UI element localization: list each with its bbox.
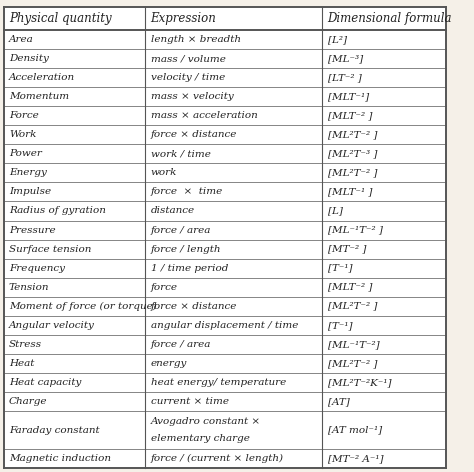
Text: Radius of gyration: Radius of gyration xyxy=(9,206,106,216)
Text: Frequency: Frequency xyxy=(9,264,65,273)
Text: [MLT⁻² ]: [MLT⁻² ] xyxy=(328,111,372,120)
Text: current × time: current × time xyxy=(151,397,228,406)
Text: length × breadth: length × breadth xyxy=(151,35,241,44)
Text: Work: Work xyxy=(9,130,36,139)
Text: [ML²T⁻² ]: [ML²T⁻² ] xyxy=(328,130,377,139)
Text: force  ×  time: force × time xyxy=(151,187,223,196)
Text: mass × velocity: mass × velocity xyxy=(151,92,233,101)
Text: Charge: Charge xyxy=(9,397,47,406)
Text: energy: energy xyxy=(151,359,187,368)
Text: Physical quantity: Physical quantity xyxy=(9,12,111,25)
Text: Force: Force xyxy=(9,111,39,120)
Text: Moment of force (or torque): Moment of force (or torque) xyxy=(9,302,157,311)
Text: Density: Density xyxy=(9,54,49,63)
Text: angular displacement / time: angular displacement / time xyxy=(151,321,298,330)
Text: Pressure: Pressure xyxy=(9,226,55,235)
Text: heat energy/ temperature: heat energy/ temperature xyxy=(151,378,286,387)
Text: [ML²T⁻² ]: [ML²T⁻² ] xyxy=(328,359,377,368)
Text: Tension: Tension xyxy=(9,283,49,292)
Text: Stress: Stress xyxy=(9,340,42,349)
Text: [LT⁻² ]: [LT⁻² ] xyxy=(328,73,361,82)
Text: Expression: Expression xyxy=(151,12,217,25)
Text: Faraday constant: Faraday constant xyxy=(9,426,100,435)
Text: Momentum: Momentum xyxy=(9,92,69,101)
Text: [MLT⁻¹]: [MLT⁻¹] xyxy=(328,92,369,101)
Text: Heat: Heat xyxy=(9,359,34,368)
Text: [ML⁻¹T⁻²]: [ML⁻¹T⁻²] xyxy=(328,340,379,349)
Text: force × distance: force × distance xyxy=(151,302,237,311)
Text: force × distance: force × distance xyxy=(151,130,237,139)
Text: force: force xyxy=(151,283,178,292)
Text: force / area: force / area xyxy=(151,226,211,235)
Text: Angular velocity: Angular velocity xyxy=(9,321,95,330)
Text: [MLT⁻² ]: [MLT⁻² ] xyxy=(328,283,372,292)
Text: Power: Power xyxy=(9,149,42,158)
Text: Dimensional formula: Dimensional formula xyxy=(328,12,452,25)
Text: work: work xyxy=(151,169,177,177)
Text: [ML⁻³]: [ML⁻³] xyxy=(328,54,363,63)
Text: [T⁻¹]: [T⁻¹] xyxy=(328,264,352,273)
Text: [ML²T⁻² ]: [ML²T⁻² ] xyxy=(328,302,377,311)
Text: [AT mol⁻¹]: [AT mol⁻¹] xyxy=(328,426,382,435)
Text: [L]: [L] xyxy=(328,206,343,216)
Text: [ML⁻¹T⁻² ]: [ML⁻¹T⁻² ] xyxy=(328,226,383,235)
Text: [AT]: [AT] xyxy=(328,397,349,406)
Text: [MT⁻² ]: [MT⁻² ] xyxy=(328,244,366,253)
Text: distance: distance xyxy=(151,206,195,216)
Text: [T⁻¹]: [T⁻¹] xyxy=(328,321,352,330)
Text: mass × acceleration: mass × acceleration xyxy=(151,111,257,120)
Text: [ML²T⁻² ]: [ML²T⁻² ] xyxy=(328,169,377,177)
Text: Acceleration: Acceleration xyxy=(9,73,75,82)
Text: Avogadro constant ×: Avogadro constant × xyxy=(151,417,261,426)
Text: force / (current × length): force / (current × length) xyxy=(151,454,283,463)
Text: Energy: Energy xyxy=(9,169,47,177)
Text: 1 / time period: 1 / time period xyxy=(151,264,228,273)
Text: [MLT⁻¹ ]: [MLT⁻¹ ] xyxy=(328,187,372,196)
Text: Impulse: Impulse xyxy=(9,187,51,196)
Text: work / time: work / time xyxy=(151,149,210,158)
Text: Surface tension: Surface tension xyxy=(9,244,91,253)
Text: Magnetic induction: Magnetic induction xyxy=(9,454,111,463)
Text: force / area: force / area xyxy=(151,340,211,349)
Text: [ML²T⁻²K⁻¹]: [ML²T⁻²K⁻¹] xyxy=(328,378,391,387)
Text: force / length: force / length xyxy=(151,244,221,253)
Text: [ML²T⁻³ ]: [ML²T⁻³ ] xyxy=(328,149,377,158)
Text: velocity / time: velocity / time xyxy=(151,73,225,82)
Text: [L²]: [L²] xyxy=(328,35,346,44)
Text: mass / volume: mass / volume xyxy=(151,54,226,63)
Text: Heat capacity: Heat capacity xyxy=(9,378,82,387)
Text: [MT⁻² A⁻¹]: [MT⁻² A⁻¹] xyxy=(328,454,383,463)
Text: Area: Area xyxy=(9,35,34,44)
Text: elementary charge: elementary charge xyxy=(151,434,249,443)
